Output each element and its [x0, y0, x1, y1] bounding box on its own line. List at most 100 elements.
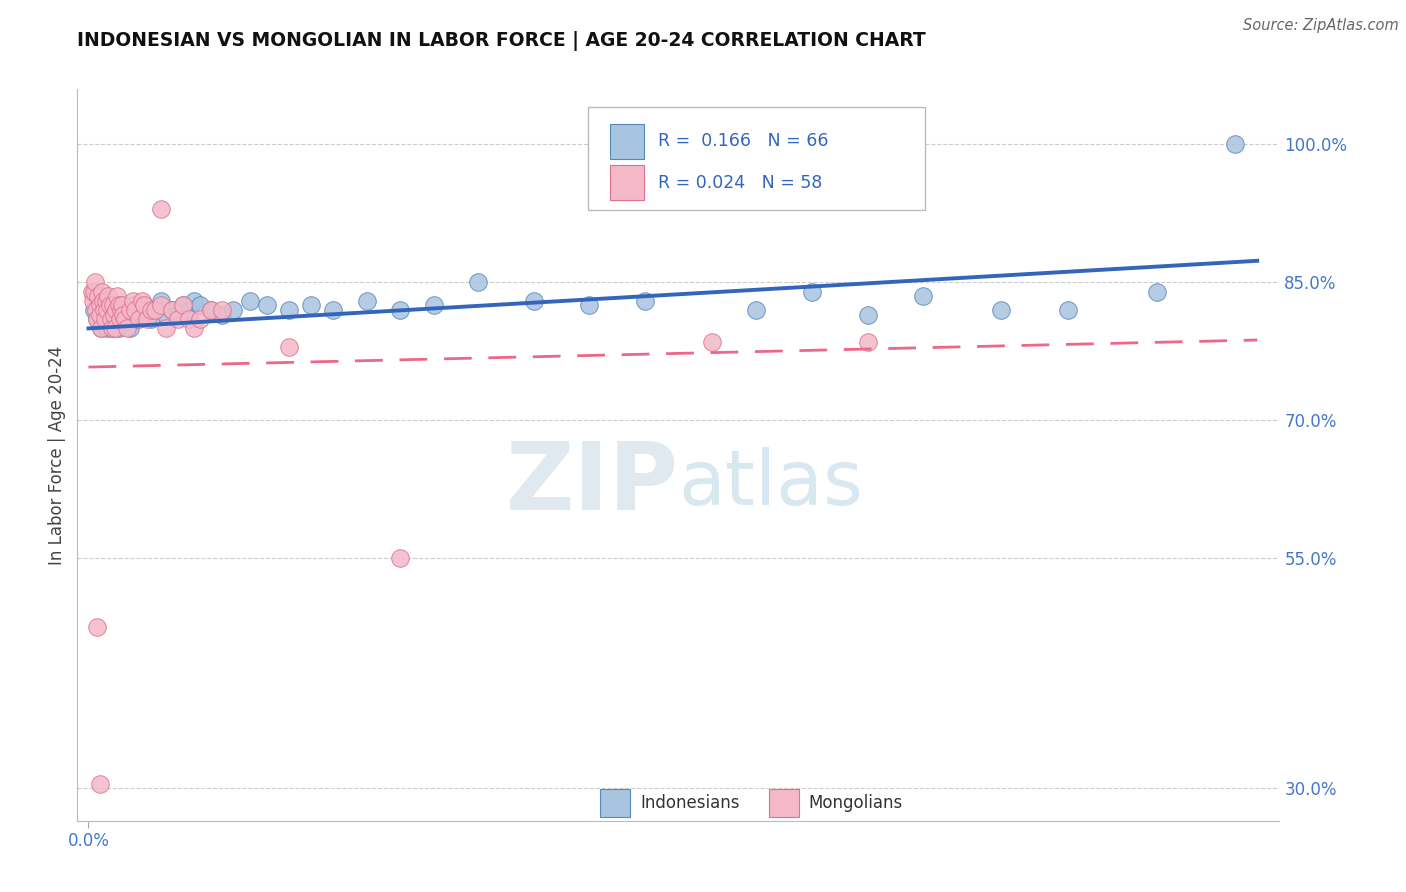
Point — [149, 293, 172, 308]
Point — [94, 312, 117, 326]
FancyBboxPatch shape — [610, 124, 644, 159]
Point — [107, 321, 129, 335]
Point — [96, 293, 118, 308]
Point — [89, 298, 111, 312]
Point — [107, 298, 129, 312]
Point — [990, 303, 1012, 318]
Point — [90, 321, 112, 335]
Text: R =  0.166   N = 66: R = 0.166 N = 66 — [658, 132, 828, 150]
Point — [155, 308, 177, 322]
Point — [105, 298, 128, 312]
Point — [256, 298, 278, 312]
Point — [117, 321, 139, 335]
Point — [1223, 137, 1246, 152]
Point — [108, 303, 131, 318]
Point — [103, 308, 125, 322]
Point — [177, 312, 200, 326]
Text: Mongolians: Mongolians — [808, 794, 903, 812]
Point — [578, 298, 600, 312]
Point — [467, 276, 489, 290]
Point — [110, 303, 132, 318]
Point — [211, 303, 233, 318]
Point — [188, 298, 211, 312]
Point — [97, 289, 120, 303]
Point — [122, 293, 145, 308]
Point — [131, 308, 153, 322]
Point — [91, 293, 114, 308]
Point — [104, 321, 127, 335]
Point — [132, 298, 156, 312]
Point — [801, 285, 824, 299]
Point — [277, 340, 299, 354]
Point — [172, 298, 194, 312]
Point — [149, 202, 172, 216]
Point — [132, 298, 156, 312]
Point — [239, 293, 262, 308]
Point — [101, 321, 124, 335]
Point — [124, 312, 146, 326]
Point — [128, 303, 150, 318]
Point — [114, 312, 136, 326]
Point — [83, 303, 105, 318]
FancyBboxPatch shape — [769, 789, 799, 817]
Point — [96, 321, 118, 335]
Point — [117, 308, 139, 322]
Point — [89, 308, 111, 322]
Point — [166, 308, 188, 322]
Point — [166, 312, 188, 326]
Point — [101, 303, 124, 318]
Point — [86, 312, 108, 326]
Point — [80, 285, 103, 299]
Point — [89, 777, 111, 791]
Point — [700, 335, 723, 350]
Point — [118, 303, 141, 318]
Point — [1146, 285, 1168, 299]
Point — [90, 285, 112, 299]
Point — [277, 303, 299, 318]
Point — [111, 312, 134, 326]
Point — [93, 303, 115, 318]
Point — [84, 303, 107, 318]
Text: Indonesians: Indonesians — [640, 794, 740, 812]
Point — [188, 312, 211, 326]
Point — [389, 551, 412, 566]
Point — [89, 298, 111, 312]
Point — [86, 312, 108, 326]
Point — [422, 298, 444, 312]
Point — [160, 303, 183, 318]
Text: R = 0.024   N = 58: R = 0.024 N = 58 — [658, 174, 823, 192]
Point — [149, 298, 172, 312]
Point — [634, 293, 657, 308]
Point — [131, 293, 153, 308]
Point — [90, 321, 112, 335]
Point — [222, 303, 245, 318]
Point — [124, 303, 146, 318]
Point — [139, 312, 162, 326]
Point — [143, 303, 166, 318]
FancyBboxPatch shape — [610, 165, 644, 201]
FancyBboxPatch shape — [600, 789, 630, 817]
Point — [98, 298, 121, 312]
Point — [108, 312, 131, 326]
Point — [101, 321, 124, 335]
Point — [122, 298, 145, 312]
Point — [105, 303, 128, 318]
Point — [172, 298, 194, 312]
Point — [160, 303, 183, 318]
Point — [389, 303, 412, 318]
Point — [1057, 303, 1080, 318]
Point — [111, 298, 134, 312]
Text: Source: ZipAtlas.com: Source: ZipAtlas.com — [1243, 18, 1399, 33]
Point — [82, 293, 104, 308]
Point — [107, 289, 129, 303]
Text: atlas: atlas — [679, 447, 863, 521]
Point — [356, 293, 378, 308]
Point — [90, 308, 112, 322]
Point — [96, 308, 118, 322]
Y-axis label: In Labor Force | Age 20-24: In Labor Force | Age 20-24 — [48, 345, 66, 565]
Point — [118, 321, 141, 335]
Point — [177, 303, 200, 318]
Point — [94, 317, 117, 331]
Point — [155, 321, 177, 335]
Point — [183, 321, 205, 335]
